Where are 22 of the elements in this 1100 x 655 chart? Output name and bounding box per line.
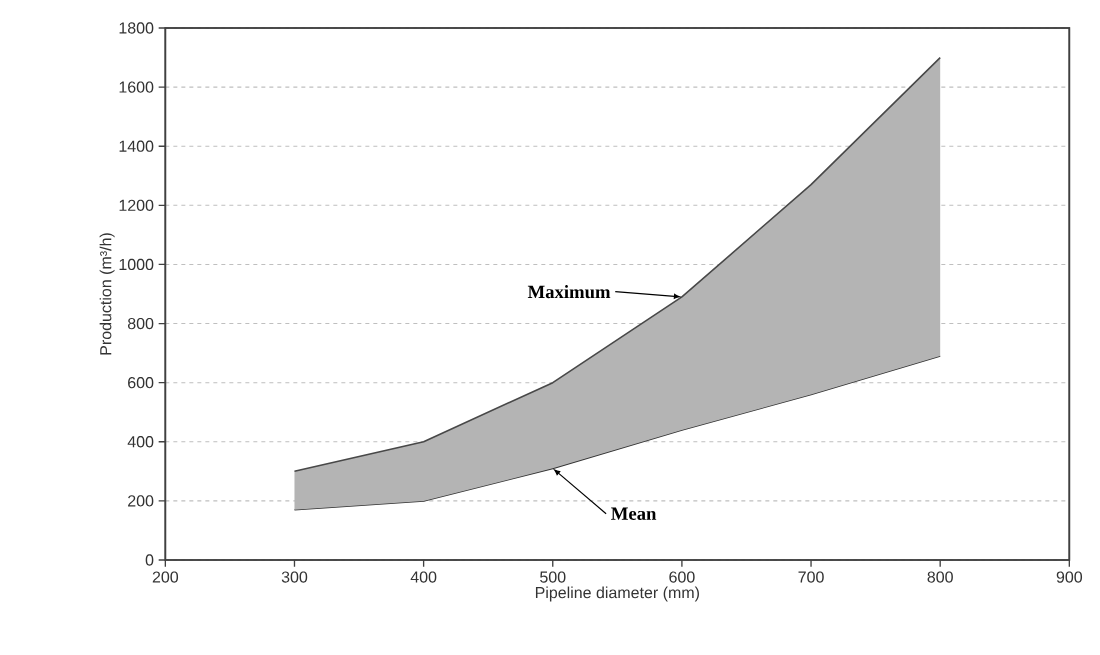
y-axis-title: Production (m³/h) — [99, 233, 115, 355]
y-tick-label: 1800 — [119, 22, 154, 34]
x-tick-label: 500 — [540, 571, 566, 583]
y-tick-label: 1000 — [119, 258, 154, 271]
y-tick-label: 1600 — [119, 81, 154, 93]
y-tick-label: 0 — [145, 554, 154, 566]
text: Mean — [611, 507, 657, 521]
x-tick-label: 900 — [1056, 571, 1083, 583]
y-tick-label: 600 — [128, 377, 154, 389]
x-axis-title: Pipeline diameter (mm) — [535, 586, 699, 602]
x-tick-label: 300 — [281, 571, 308, 583]
y-tick-label: 800 — [127, 318, 154, 330]
x-tick-label: 600 — [669, 571, 695, 583]
y-tick-label: 400 — [127, 436, 154, 448]
x-tick-label: 200 — [152, 571, 179, 583]
x-tick-label: 700 — [798, 571, 824, 583]
x-tick-label: 800 — [927, 571, 953, 583]
text: Maximum — [527, 285, 611, 299]
x-tick-label: 400 — [410, 571, 437, 583]
y-tick-label: 1200 — [119, 199, 154, 212]
y-tick-label: 200 — [128, 495, 154, 507]
y-tick-label: 1400 — [119, 140, 154, 153]
